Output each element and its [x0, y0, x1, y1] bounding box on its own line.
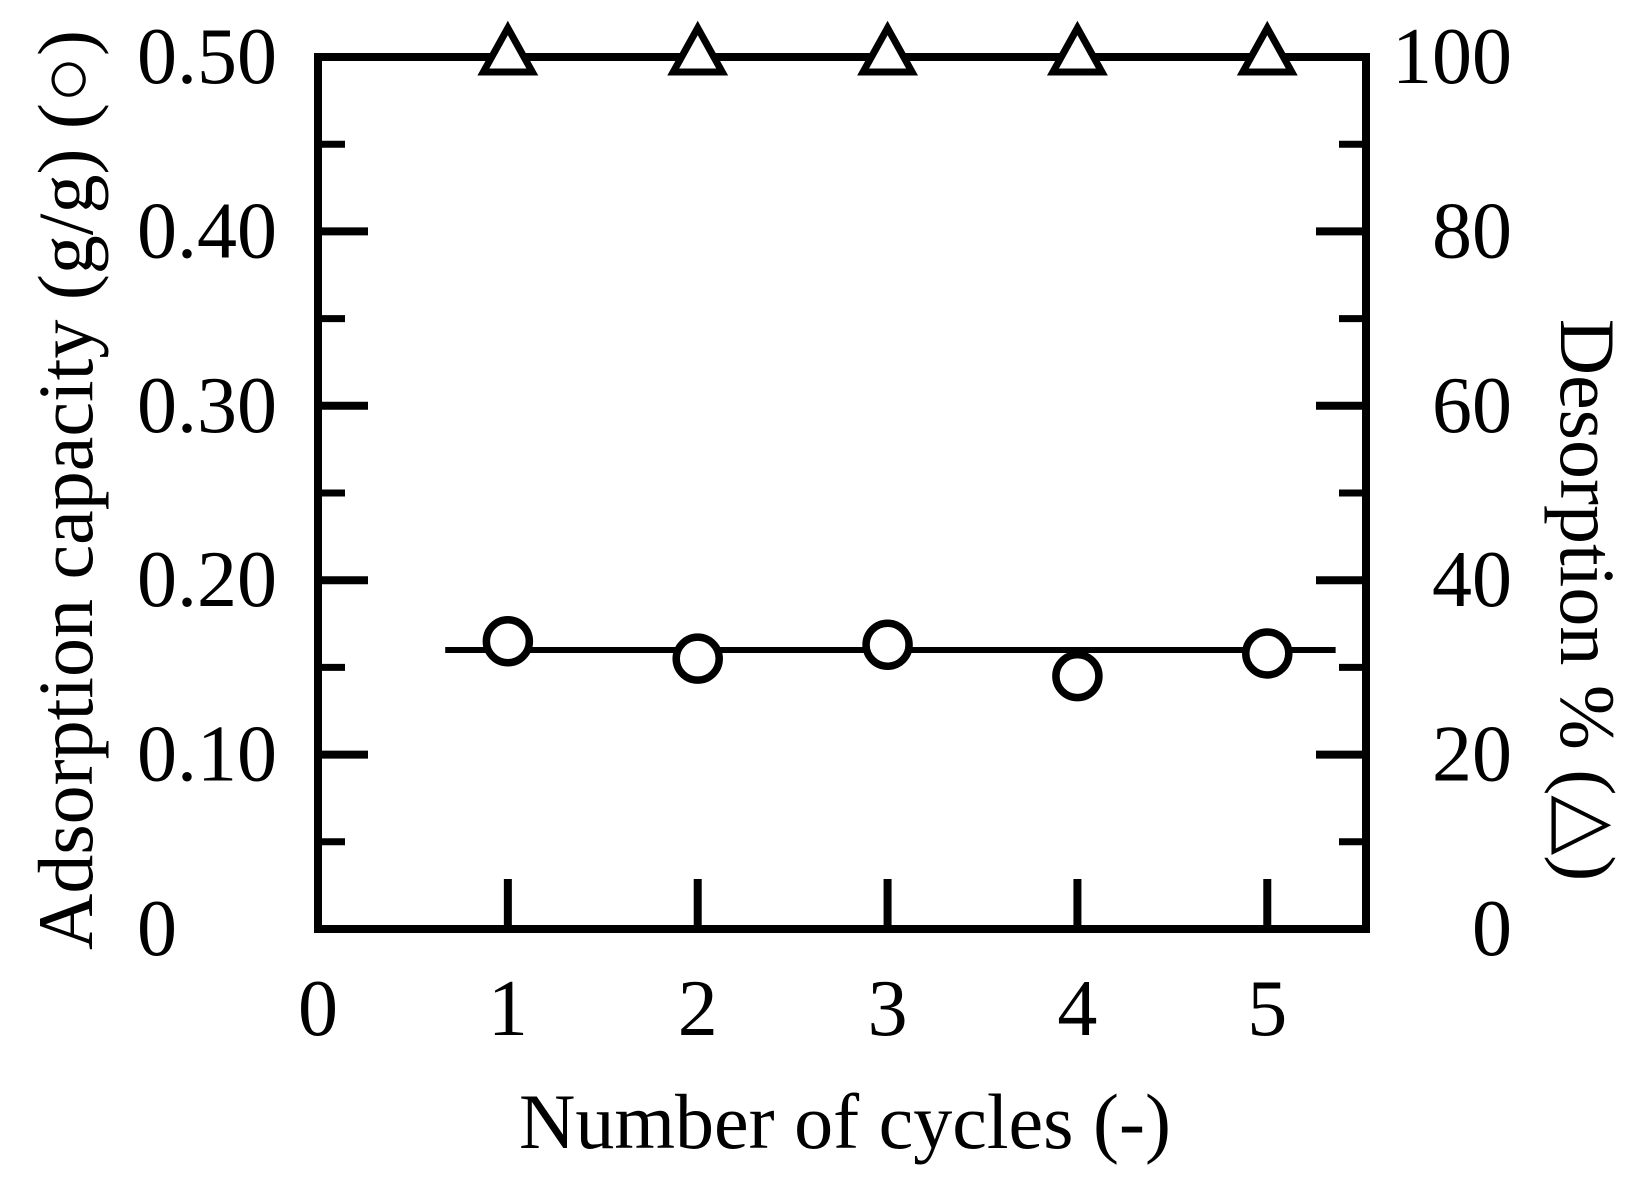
left-axis-tick-label: 0.40 — [137, 187, 277, 275]
left-axis-tick-label: 0.20 — [137, 536, 277, 624]
right-axis-tick-label: 40 — [1432, 536, 1512, 624]
x-axis-tick-label: 3 — [868, 965, 908, 1053]
x-axis-tick-label: 2 — [678, 965, 718, 1053]
left-axis-title: Adsorption capacity (g/g) (○) — [22, 29, 109, 951]
x-axis-tick-label: 0 — [298, 965, 338, 1053]
desorption-marker — [857, 20, 919, 76]
x-axis-tick-label: 4 — [1057, 965, 1097, 1053]
left-axis-tick-label: 0.30 — [137, 362, 277, 450]
x-axis-tick-label: 5 — [1247, 965, 1287, 1053]
right-axis-tick-label: 100 — [1392, 13, 1512, 101]
left-axis-tick-label: 0 — [137, 885, 177, 973]
x-axis-tick-label: 1 — [488, 965, 528, 1053]
right-axis-tick-label: 80 — [1432, 187, 1512, 275]
desorption-marker — [667, 20, 729, 76]
right-axis-tick-label: 20 — [1432, 711, 1512, 799]
adsorption-marker — [862, 619, 913, 670]
adsorption-marker — [672, 633, 723, 684]
adsorption-marker — [1242, 628, 1293, 679]
desorption-marker — [1236, 20, 1298, 76]
left-axis-tick-label: 0.50 — [137, 13, 277, 101]
x-axis-title: Number of cycles (-) — [519, 1078, 1171, 1165]
plot-frame — [314, 53, 1370, 933]
adsorption-marker — [482, 615, 534, 667]
desorption-marker — [1046, 20, 1108, 76]
adsorption-marker — [1052, 650, 1103, 702]
left-axis-tick-label: 0.10 — [137, 711, 277, 799]
right-axis-tick-label: 0 — [1472, 885, 1512, 973]
desorption-marker — [477, 20, 539, 76]
right-axis-tick-label: 60 — [1432, 362, 1512, 450]
right-axis-title: Desorption % (△) — [1544, 318, 1631, 882]
